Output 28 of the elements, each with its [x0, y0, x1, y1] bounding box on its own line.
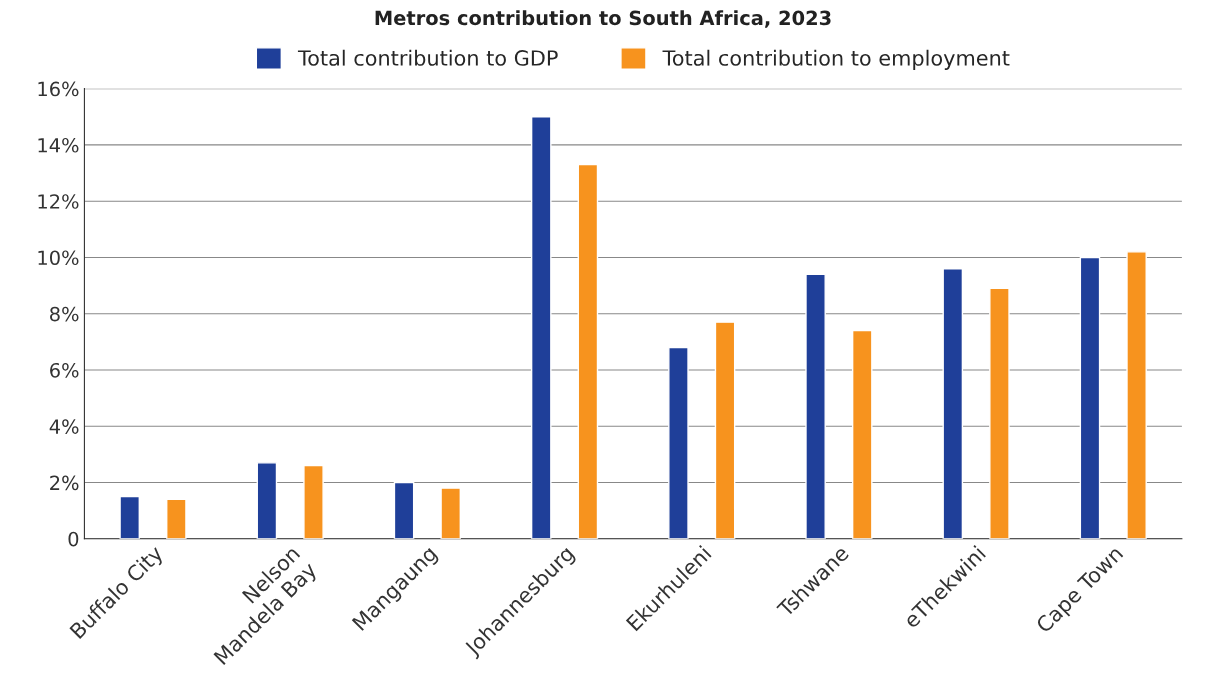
- chart-title: Metros contribution to South Africa, 2023: [375, 10, 831, 28]
- y-tick-label: 14%: [38, 137, 79, 153]
- legend-label: Total contribution to GDP: [297, 49, 558, 66]
- y-tick-label: 0: [68, 531, 79, 547]
- bar: [166, 498, 187, 539]
- bar: [851, 329, 873, 539]
- bar: [256, 462, 278, 539]
- bar: [393, 481, 415, 539]
- bar: [303, 464, 324, 539]
- bar: [577, 163, 599, 539]
- y-tick-label: 6%: [50, 362, 79, 378]
- bar: [530, 116, 552, 539]
- bar: [1126, 251, 1147, 539]
- bar: [942, 268, 964, 539]
- bar: [119, 495, 140, 539]
- y-tick-label: 2%: [50, 475, 79, 491]
- bar: [805, 273, 826, 539]
- y-tick-label: 10%: [38, 250, 79, 266]
- bar: [440, 487, 461, 539]
- bar: [1079, 256, 1101, 539]
- bar: [989, 287, 1010, 539]
- bar: [668, 346, 689, 539]
- y-tick-label: 8%: [50, 306, 79, 322]
- y-tick-label: 4%: [49, 419, 79, 434]
- bar: [714, 321, 736, 539]
- y-tick-label: 12%: [38, 194, 79, 209]
- y-tick-label: 16%: [38, 81, 79, 97]
- legend-label: Total contribution to employment: [662, 49, 1010, 70]
